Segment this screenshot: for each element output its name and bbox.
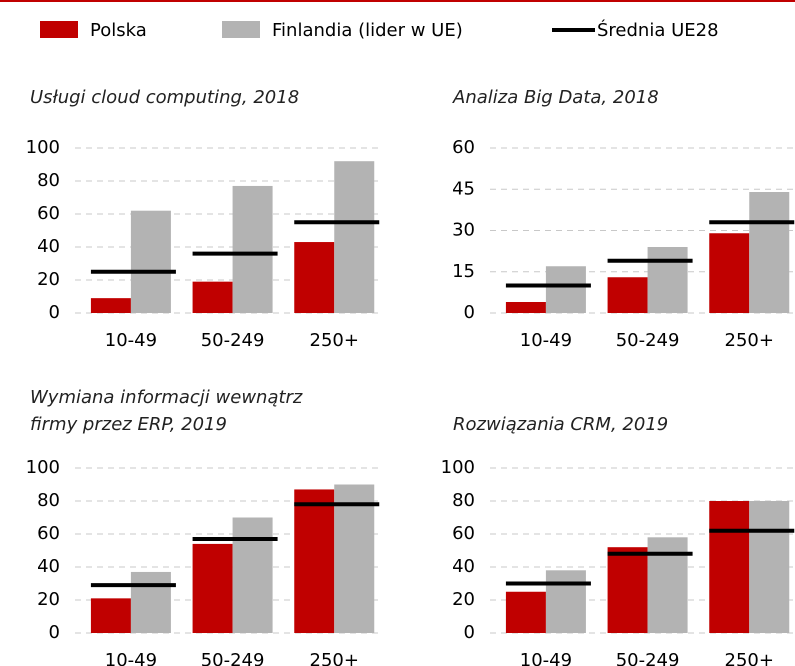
bar <box>130 571 171 633</box>
x-tick-label: 10-49 <box>105 650 157 666</box>
y-tick-label: 30 <box>452 220 475 241</box>
y-tick-label: 100 <box>441 457 475 478</box>
bar <box>334 484 375 633</box>
legend-label: Finlandia (lider w UE) <box>272 20 463 41</box>
y-tick-label: 80 <box>37 170 60 191</box>
bar <box>749 192 790 313</box>
bar <box>130 210 171 313</box>
bar <box>90 598 131 633</box>
bar <box>647 537 688 633</box>
y-tick-label: 60 <box>37 523 60 544</box>
chart-title: firmy przez ERP, 2019 <box>30 414 227 435</box>
bar <box>232 185 273 313</box>
legend-swatch <box>222 21 260 38</box>
bar <box>545 266 586 313</box>
bar <box>294 489 335 633</box>
x-tick-label: 250+ <box>725 650 774 666</box>
bar <box>192 543 233 633</box>
y-tick-label: 0 <box>464 622 475 643</box>
chart-title: Analiza Big Data, 2018 <box>452 87 659 108</box>
bar <box>749 501 790 633</box>
x-tick-label: 250+ <box>725 330 774 351</box>
legend-swatch <box>40 21 78 38</box>
y-tick-label: 20 <box>37 269 60 290</box>
x-tick-label: 50-249 <box>201 650 265 666</box>
y-tick-label: 15 <box>452 261 475 282</box>
x-tick-label: 50-249 <box>616 650 680 666</box>
y-tick-label: 0 <box>49 622 60 643</box>
bar <box>545 570 586 633</box>
y-tick-label: 40 <box>37 556 60 577</box>
bar <box>90 298 131 313</box>
x-tick-label: 10-49 <box>105 330 157 351</box>
bar <box>607 547 648 633</box>
y-tick-label: 20 <box>452 589 475 610</box>
y-tick-label: 45 <box>452 178 475 199</box>
y-tick-label: 40 <box>37 236 60 257</box>
x-tick-label: 10-49 <box>520 330 572 351</box>
y-tick-label: 100 <box>26 457 60 478</box>
bar <box>709 233 750 313</box>
x-tick-label: 10-49 <box>520 650 572 666</box>
y-tick-label: 0 <box>464 302 475 323</box>
chart-title: Usługi cloud computing, 2018 <box>30 87 299 108</box>
bar <box>709 501 750 633</box>
y-tick-label: 80 <box>37 490 60 511</box>
y-tick-label: 40 <box>452 556 475 577</box>
x-tick-label: 50-249 <box>616 330 680 351</box>
bar <box>294 242 335 313</box>
x-tick-label: 250+ <box>310 330 359 351</box>
y-tick-label: 20 <box>37 589 60 610</box>
bar <box>192 281 233 313</box>
bar <box>334 161 375 313</box>
y-tick-label: 80 <box>452 490 475 511</box>
legend-label: Średnia UE28 <box>597 19 719 41</box>
y-tick-label: 60 <box>37 203 60 224</box>
x-tick-label: 50-249 <box>201 330 265 351</box>
bar <box>232 517 273 633</box>
bar <box>607 277 648 313</box>
y-tick-label: 60 <box>452 523 475 544</box>
y-tick-label: 100 <box>26 137 60 158</box>
y-tick-label: 0 <box>49 302 60 323</box>
chart-title: Wymiana informacji wewnątrz <box>30 387 303 408</box>
bar <box>505 302 546 313</box>
x-tick-label: 250+ <box>310 650 359 666</box>
bar <box>647 247 688 313</box>
y-tick-label: 60 <box>452 137 475 158</box>
bar <box>505 591 546 633</box>
chart-title: Rozwiązania CRM, 2019 <box>453 414 668 435</box>
legend-label: Polska <box>90 20 147 41</box>
